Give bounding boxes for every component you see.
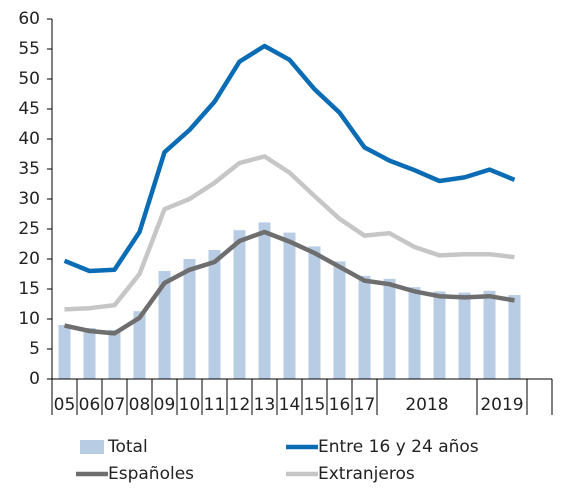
bar [83,328,96,379]
x-group-label: 2018 [405,395,448,415]
bar [108,329,121,379]
y-tick-label: 55 [18,39,40,59]
x-group-label: 2019 [480,395,523,415]
bar [283,232,296,379]
y-tick-label: 35 [18,159,40,179]
x-tick-label: 16 [329,395,351,415]
x-tick-label: 15 [304,395,326,415]
y-tick-label: 5 [29,339,40,359]
x-tick-label: 13 [254,395,276,415]
bar [383,278,396,379]
bar [508,295,521,379]
x-tick-label: 11 [204,395,226,415]
y-tick-label: 40 [18,129,40,149]
line [64,229,515,336]
x-tick-label: 08 [129,395,151,415]
legend-swatch [80,440,104,454]
bar [158,271,171,379]
bar [133,311,146,379]
bar [483,290,496,379]
x-tick-label: 05 [54,395,76,415]
y-tick-label: 30 [18,189,40,209]
bar [208,250,221,379]
legend-label: Entre 16 y 24 años [318,437,479,457]
bar [358,275,371,379]
x-tick-label: 07 [104,395,126,415]
bar [233,230,246,379]
y-tick-label: 25 [18,219,40,239]
legend-label: Españoles [108,464,194,484]
y-tick-label: 50 [18,69,40,89]
y-tick-label: 10 [18,309,40,329]
bar [258,222,271,379]
bar [408,287,421,379]
y-tick-label: 60 [18,9,40,29]
y-tick-label: 15 [18,279,40,299]
line [64,154,515,312]
y-tick-label: 0 [29,369,40,389]
x-tick-label: 10 [179,395,201,415]
bar [308,246,321,379]
x-tick-label: 09 [154,395,176,415]
legend-label: Extranjeros [318,464,415,484]
line [63,43,516,274]
y-tick-label: 20 [18,249,40,269]
y-tick-label: 45 [18,99,40,119]
x-tick-label: 12 [229,395,251,415]
x-tick-label: 06 [79,395,101,415]
legend-label: Total [107,437,148,457]
x-tick-label: 14 [279,395,301,415]
bar [333,261,346,379]
bar [458,292,471,379]
bar [58,325,71,379]
x-tick-label: 17 [354,395,376,415]
bar [433,291,446,379]
bar [183,259,196,379]
